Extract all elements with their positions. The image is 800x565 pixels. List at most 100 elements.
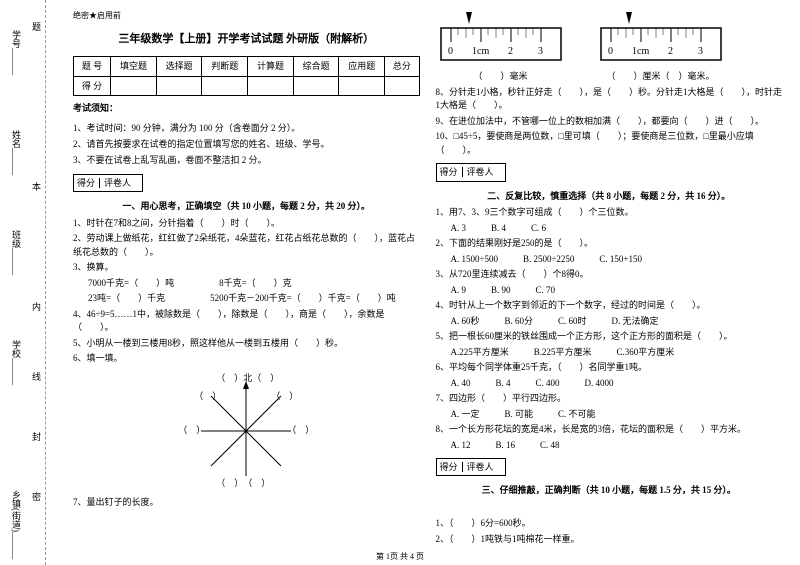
q2-4: 4、时针从上一个数字到邻近的下一个数字，经过的时间是（ ）。 <box>436 299 783 313</box>
ruler-row: 0 1cm 2 3 （ ）毫米 <box>436 10 783 84</box>
notice-1: 1、考试时间：90 分钟，满分为 100 分（含卷面分 2 分）。 <box>73 121 420 135</box>
td-6[interactable] <box>339 76 385 95</box>
svg-text:2: 2 <box>668 46 673 57</box>
ruler1-answer: （ ）毫米 <box>436 69 566 83</box>
svg-text:0: 0 <box>448 46 453 57</box>
mark-feng: 封 <box>32 430 41 443</box>
svg-text:3: 3 <box>698 46 703 57</box>
binding-label-name: 姓名______ <box>10 130 23 175</box>
q1-3: 3、换算。 <box>73 261 420 275</box>
q2-1: 1、用7、3、9三个数字可组成（ ）个三位数。 <box>436 206 783 220</box>
ruler-1: 0 1cm 2 3 （ ）毫米 <box>436 10 566 84</box>
sb2-marker: 评卷人 <box>467 167 498 177</box>
sb3-score: 得分 <box>440 462 463 472</box>
q2-2: 2、下面的结果刚好是250的是（ ）。 <box>436 237 783 251</box>
compass-e: （ ） <box>287 423 314 437</box>
ruler-2: 0 1cm 2 3 （ ）厘米（ ）毫米。 <box>596 10 726 84</box>
q3-1: 1、（ ）6分=600秒。 <box>436 517 783 531</box>
score-value-row: 得 分 <box>74 76 420 95</box>
right-column: 0 1cm 2 3 （ ）毫米 <box>428 10 791 560</box>
binding-dash <box>45 0 46 565</box>
q1-3b: 23吨=（ ）千克 5200千克－200千克=（ ）千克=（ ）吨 <box>88 292 420 306</box>
th-comp: 综合题 <box>293 57 339 76</box>
q1-8: 8、分针走1小格，秒针正好走（ ），是（ ）秒。分针走1大格是（ ），时针走1大… <box>436 86 783 113</box>
q1-2: 2、劳动课上做纸花，红红做了2朵纸花，4朵蓝花，红花占纸花总数的（ ），蓝花占纸… <box>73 232 420 259</box>
th-fill: 填空题 <box>111 57 157 76</box>
compass-diagram: （ ）北（ ） （ ） （ ） （ ） （ ） （ ） （ ） <box>186 371 306 491</box>
sb2-score: 得分 <box>440 167 463 177</box>
q1-10: 10、□45÷5，要使商是两位数，□里可填（ ）；要使商是三位数，□里最小应填（… <box>436 130 783 157</box>
sb3-marker: 评卷人 <box>467 462 498 472</box>
td-score: 得 分 <box>74 76 111 95</box>
mark-mi: 密 <box>32 490 41 503</box>
q3-2: 2、（ ）1吨铁与1吨棉花一样重。 <box>436 533 783 547</box>
notice-3: 3、不要在试卷上乱写乱画，卷面不整洁扣 2 分。 <box>73 153 420 167</box>
q1-7: 7、量出钉子的长度。 <box>73 496 420 510</box>
compass-ne: （ ） <box>271 389 298 403</box>
q1-6: 6、填一填。 <box>73 352 420 366</box>
q2-3: 3、从720里连续减去（ ）个8得0。 <box>436 268 783 282</box>
q1-1: 1、时针在7和8之间，分针指着（ ）时（ ）。 <box>73 217 420 231</box>
q2-2-opts: A. 1500÷500B. 2500÷2250C. 150+150 <box>451 253 783 267</box>
td-1[interactable] <box>111 76 157 95</box>
binding-margin: 学号______ 姓名______ 班级______ 学校______ 乡镇(街… <box>0 0 60 565</box>
binding-label-class: 班级______ <box>10 230 23 275</box>
svg-text:1cm: 1cm <box>472 46 489 57</box>
q2-5-opts: A.225平方厘米B.225平方厘米C.360平方厘米 <box>451 346 783 360</box>
th-app: 应用题 <box>339 57 385 76</box>
section3-scorebox: 得分评卷人 <box>436 458 506 476</box>
mark-xian: 线 <box>32 370 41 383</box>
svg-text:1cm: 1cm <box>632 46 649 57</box>
q1-3a: 7000千克=（ ）吨 8千克=（ ）克 <box>88 277 420 291</box>
td-3[interactable] <box>202 76 248 95</box>
q2-8-opts: A. 12B. 16C. 48 <box>451 439 783 453</box>
notice-2: 2、请首先按要求在试卷的指定位置填写您的姓名、班级、学号。 <box>73 137 420 151</box>
sb-marker: 评卷人 <box>104 178 135 188</box>
section1-title: 一、用心思考，正确填空（共 10 小题，每题 2 分，共 20 分）。 <box>73 199 420 213</box>
exam-title: 三年级数学【上册】开学考试试题 外研版（附解析） <box>73 31 420 49</box>
td-5[interactable] <box>293 76 339 95</box>
score-header-row: 题 号 填空题 选择题 判断题 计算题 综合题 应用题 总分 <box>74 57 420 76</box>
q1-9: 9、在进位加法中，不管哪一位上的数相加满（ ），都要向（ ）进（ ）。 <box>436 115 783 129</box>
th-choice: 选择题 <box>156 57 202 76</box>
confidential-mark: 绝密★启用前 <box>73 10 420 23</box>
content-area: 绝密★启用前 三年级数学【上册】开学考试试题 外研版（附解析） 题 号 填空题 … <box>60 0 800 565</box>
q2-8: 8、一个长方形花坛的宽是4米，长是宽的3倍，花坛的面积是（ ）平方米。 <box>436 423 783 437</box>
q2-5: 5、把一根长60厘米的铁丝围成一个正方形，这个正方形的面积是（ ）。 <box>436 330 783 344</box>
th-num: 题 号 <box>74 57 111 76</box>
td-7[interactable] <box>385 76 419 95</box>
svg-text:3: 3 <box>538 46 543 57</box>
q2-4-opts: A. 60秒B. 60分C. 60时D. 无法确定 <box>451 315 783 329</box>
section1-scorebox: 得分评卷人 <box>73 174 143 192</box>
td-4[interactable] <box>248 76 294 95</box>
notice-title: 考试须知： <box>73 101 420 115</box>
q1-5: 5、小明从一楼到三楼用8秒，照这样他从一楼到五楼用（ ）秒。 <box>73 337 420 351</box>
section2-scorebox: 得分评卷人 <box>436 163 506 181</box>
q2-1-opts: A. 3B. 4C. 6 <box>451 222 783 236</box>
compass-nw: （ ） <box>194 389 221 403</box>
section2-title: 二、反复比较，慎重选择（共 8 小题，每题 2 分，共 16 分）。 <box>436 189 783 203</box>
left-column: 绝密★启用前 三年级数学【上册】开学考试试题 外研版（附解析） 题 号 填空题 … <box>65 10 428 560</box>
compass-n: （ ）北（ ） <box>216 371 279 385</box>
mark-nei: 内 <box>32 300 41 313</box>
ruler2-svg: 0 1cm 2 3 <box>596 10 726 65</box>
binding-label-id: 学号______ <box>10 30 23 75</box>
th-judge: 判断题 <box>202 57 248 76</box>
sb-score: 得分 <box>77 178 100 188</box>
q2-7-opts: A. 一定B. 可能C. 不可能 <box>451 408 783 422</box>
binding-label-town: 乡镇(街道)______ <box>10 490 23 559</box>
svg-text:2: 2 <box>508 46 513 57</box>
score-table: 题 号 填空题 选择题 判断题 计算题 综合题 应用题 总分 得 分 <box>73 56 420 96</box>
q2-6: 6、平均每个同学体重25千克，（ ）名同学重1吨。 <box>436 361 783 375</box>
section3-title: 三、仔细推敲，正确判断（共 10 小题，每题 1.5 分，共 15 分）。 <box>436 483 783 497</box>
th-calc: 计算题 <box>248 57 294 76</box>
binding-label-school: 学校______ <box>10 340 23 385</box>
mark-ben: 本 <box>32 180 41 193</box>
ruler1-svg: 0 1cm 2 3 <box>436 10 566 65</box>
q2-3-opts: A. 9B. 90C. 70 <box>451 284 783 298</box>
td-2[interactable] <box>156 76 202 95</box>
compass-w: （ ） <box>178 423 205 437</box>
q2-6-opts: A. 40B. 4C. 400D. 4000 <box>451 377 783 391</box>
q1-4: 4、46÷9=5……1中，被除数是（ ），除数是（ ），商是（ ），余数是（ ）… <box>73 308 420 335</box>
th-total: 总分 <box>385 57 419 76</box>
